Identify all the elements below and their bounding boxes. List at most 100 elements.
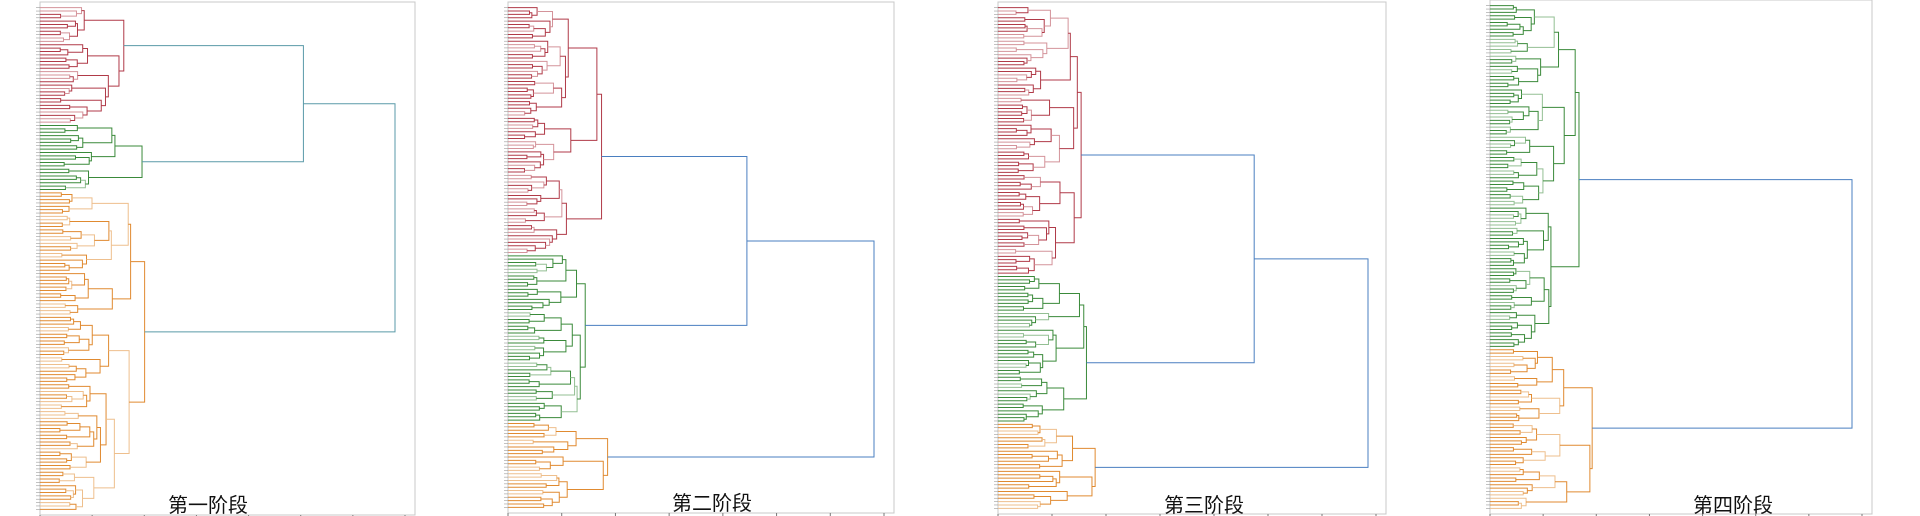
dendrogram-link bbox=[40, 295, 76, 302]
dendrogram-link bbox=[1028, 155, 1046, 168]
dendrogram-link bbox=[40, 451, 61, 456]
dendrogram-link bbox=[40, 98, 62, 103]
dendrogram-link bbox=[508, 101, 531, 106]
dendrogram-link bbox=[1040, 32, 1071, 81]
dendrogram-panel-3 bbox=[994, 1, 1387, 516]
dendrogram-link bbox=[68, 385, 91, 402]
dendrogram-link bbox=[1490, 467, 1521, 472]
dendrogram-link bbox=[1511, 296, 1532, 306]
dendrogram-link bbox=[1536, 356, 1553, 383]
dendrogram-link bbox=[508, 389, 537, 394]
dendrogram-link bbox=[40, 10, 77, 17]
dendrogram-link bbox=[59, 453, 72, 461]
dendrogram-link bbox=[40, 394, 67, 399]
dendrogram-link bbox=[1490, 322, 1518, 329]
panel-title-4: 第四阶段 bbox=[1693, 493, 1773, 516]
dendrogram-link bbox=[1027, 9, 1051, 27]
dendrogram-link bbox=[508, 503, 545, 508]
dendrogram-link bbox=[40, 465, 71, 470]
dendrogram-link bbox=[1540, 31, 1560, 68]
dendrogram-link bbox=[40, 87, 70, 95]
dendrogram-link bbox=[1510, 195, 1524, 204]
dendrogram-link bbox=[40, 384, 70, 389]
dendrogram-link bbox=[508, 325, 529, 331]
dendrogram-link bbox=[998, 124, 1032, 134]
dendrogram-link bbox=[1039, 428, 1057, 444]
dendrogram-link bbox=[40, 327, 69, 332]
dendrogram-link bbox=[69, 220, 110, 241]
dendrogram-link bbox=[1522, 357, 1536, 369]
dendrogram-link bbox=[1490, 258, 1512, 263]
dendrogram-link bbox=[64, 335, 80, 344]
dendrogram-link bbox=[1548, 226, 1552, 308]
dendrogram-link bbox=[1490, 143, 1512, 148]
dendrogram-link bbox=[1490, 140, 1516, 147]
dendrogram-link bbox=[1490, 69, 1513, 74]
dendrogram-link bbox=[508, 34, 533, 39]
dendrogram-link bbox=[998, 286, 1026, 291]
dendrogram-link bbox=[508, 201, 528, 207]
dendrogram-link bbox=[1490, 415, 1520, 422]
dendrogram-link bbox=[536, 391, 553, 399]
dendrogram-link bbox=[75, 489, 84, 508]
dendrogram-link bbox=[1510, 110, 1539, 131]
dendrogram-link bbox=[40, 71, 79, 80]
dendrogram-link bbox=[998, 161, 1020, 167]
dendrogram-link bbox=[998, 181, 1021, 187]
dendrogram-link bbox=[1507, 77, 1520, 86]
dendrogram-link bbox=[998, 25, 1028, 32]
dendrogram-link bbox=[40, 350, 65, 355]
dendrogram-link bbox=[998, 454, 1033, 459]
dendrogram-link bbox=[532, 119, 539, 128]
dendrogram-link bbox=[1490, 15, 1516, 20]
dendrogram-link bbox=[1039, 181, 1061, 205]
dendrogram-link bbox=[527, 277, 538, 285]
dendrogram-link bbox=[1490, 6, 1517, 13]
dendrogram-link bbox=[998, 57, 1028, 64]
dendrogram-link bbox=[998, 430, 1039, 435]
dendrogram-link bbox=[1490, 99, 1511, 105]
dendrogram-link bbox=[998, 87, 1026, 93]
dendrogram-link bbox=[998, 413, 1027, 420]
dendrogram-link bbox=[508, 412, 537, 418]
dendrogram-link bbox=[508, 70, 539, 77]
dendrogram-link bbox=[77, 48, 89, 64]
dendrogram-link bbox=[65, 305, 79, 313]
dendrogram-link bbox=[529, 314, 545, 322]
dendrogram-link bbox=[508, 288, 538, 295]
dendrogram-link bbox=[998, 455, 1049, 462]
dendrogram-link bbox=[1536, 168, 1544, 194]
dendrogram-link bbox=[61, 394, 88, 408]
dendrogram-link bbox=[1490, 423, 1514, 428]
dendrogram-link bbox=[508, 483, 547, 488]
dendrogram-link bbox=[552, 377, 576, 396]
dendrogram-link bbox=[1507, 158, 1522, 167]
dendrogram-link bbox=[998, 232, 1029, 239]
dendrogram-link bbox=[998, 175, 1025, 180]
panel-frame bbox=[997, 1, 1387, 515]
dendrogram-link bbox=[508, 20, 551, 33]
dendrogram-link bbox=[1532, 475, 1556, 489]
dendrogram-link bbox=[508, 414, 541, 421]
dendrogram-link bbox=[1490, 49, 1512, 54]
dendrogram-link bbox=[531, 176, 547, 186]
dendrogram-link bbox=[508, 87, 528, 93]
dendrogram-link bbox=[1558, 49, 1576, 136]
dendrogram-link bbox=[1020, 378, 1043, 387]
dendrogram-link bbox=[40, 404, 62, 409]
dendrogram-link bbox=[1028, 438, 1046, 447]
dendrogram-link bbox=[1522, 185, 1540, 201]
dendrogram-link bbox=[508, 335, 540, 341]
dendrogram-link bbox=[77, 10, 85, 31]
dendrogram-link bbox=[1490, 55, 1517, 62]
dendrogram-link bbox=[508, 327, 536, 334]
dendrogram-link bbox=[998, 202, 1021, 207]
dendrogram-link bbox=[998, 47, 1017, 52]
cluster-1 bbox=[1486, 5, 1580, 347]
dendrogram-link bbox=[998, 104, 1023, 109]
dendrogram-link bbox=[68, 170, 90, 185]
dendrogram-link bbox=[1490, 22, 1508, 27]
dendrogram-link bbox=[1513, 350, 1538, 364]
dendrogram-link bbox=[998, 151, 1025, 157]
